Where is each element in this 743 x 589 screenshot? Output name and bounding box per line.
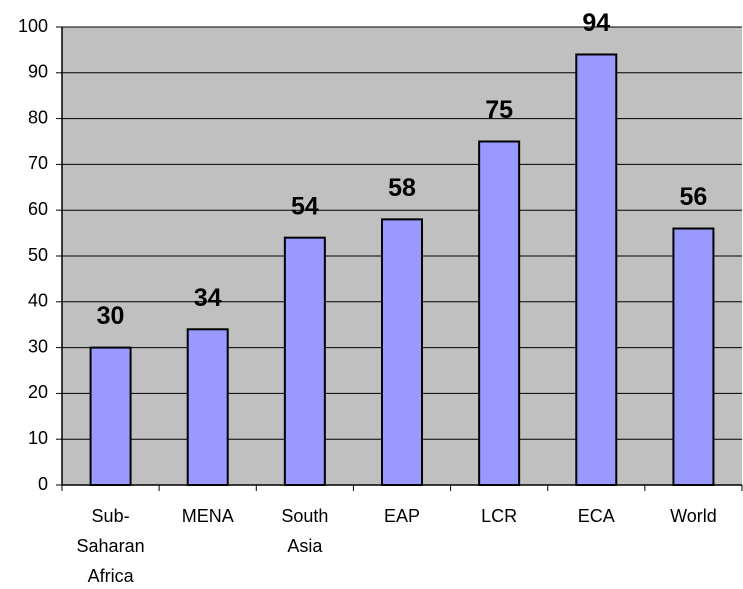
value-label: 58 [388, 174, 416, 202]
y-tick-label: 70 [28, 153, 48, 173]
value-label: 75 [485, 96, 513, 124]
x-tick-label: South Asia [281, 506, 328, 556]
y-tick-label: 10 [28, 428, 48, 448]
y-tick-label: 90 [28, 62, 48, 82]
x-tick-label: World [670, 506, 717, 526]
x-tick-label: Sub-Saharan Africa [77, 506, 145, 586]
y-tick-label: 40 [28, 291, 48, 311]
x-tick-label: LCR [481, 506, 517, 526]
y-tick-label: 0 [38, 474, 48, 494]
y-tick-label: 30 [28, 336, 48, 356]
y-tick-label: 80 [28, 107, 48, 127]
bar [575, 53, 618, 486]
value-label: 30 [97, 302, 125, 330]
y-tick-label: 20 [28, 382, 48, 402]
y-tick-label: 100 [18, 16, 48, 36]
bar [283, 236, 326, 486]
x-tick-label: EAP [384, 506, 420, 526]
value-label: 54 [291, 192, 319, 220]
x-tick-label: ECA [578, 506, 615, 526]
y-tick-label: 50 [28, 245, 48, 265]
value-label: 56 [680, 183, 708, 211]
bar [89, 346, 132, 486]
bar [186, 328, 229, 486]
bar [381, 218, 423, 487]
value-label: 34 [194, 284, 222, 312]
value-label: 94 [582, 9, 610, 37]
bar [672, 227, 715, 487]
bar [478, 140, 521, 486]
y-tick-label: 60 [28, 199, 48, 219]
x-tick-label: MENA [182, 506, 234, 526]
